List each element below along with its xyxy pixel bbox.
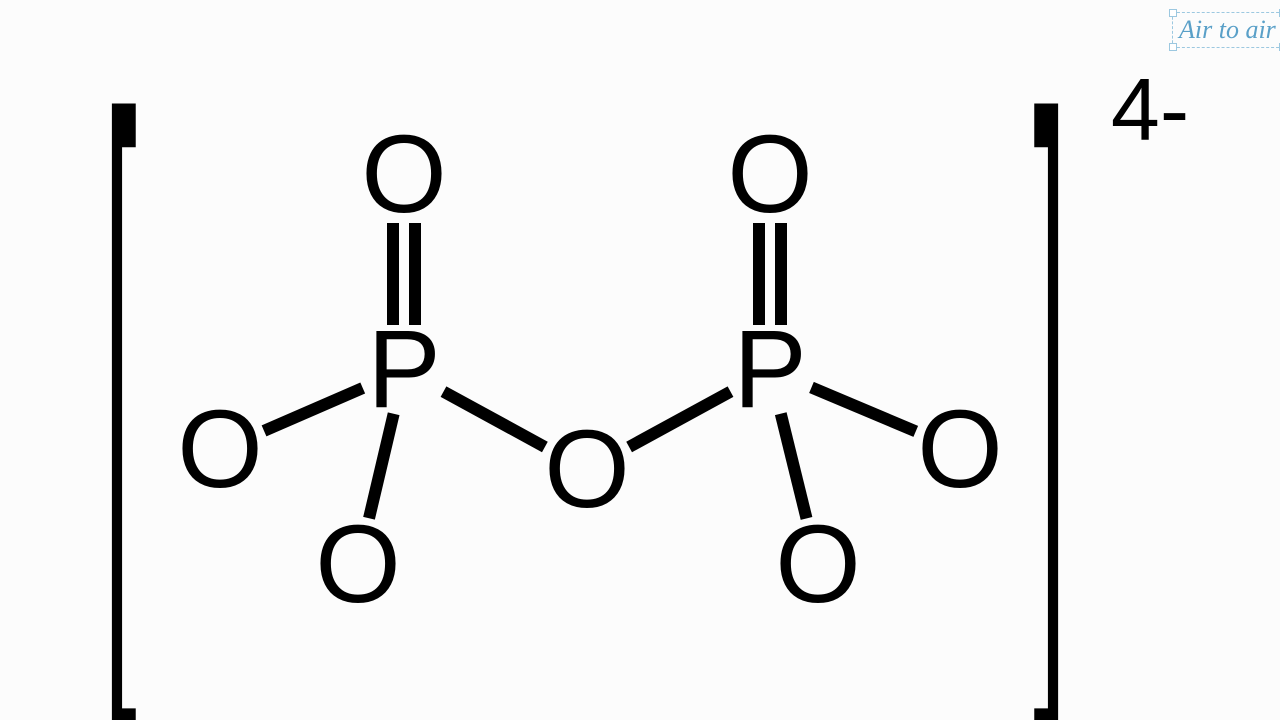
atom-p-left: P	[367, 315, 440, 425]
chemistry-diagram: O O P P O O O O O [ ] 4- Air to air	[0, 0, 1280, 720]
atom-o-left: O	[177, 395, 263, 505]
atom-o-bottom-left: O	[315, 510, 401, 620]
atom-o-bottom-right: O	[775, 510, 861, 620]
bonds-layer	[0, 0, 1280, 720]
bracket-right: ]	[1033, 22, 1066, 718]
atom-o-top-right: O	[727, 120, 813, 230]
atom-o-bridge: O	[544, 415, 630, 525]
watermark-handle-tl	[1169, 9, 1177, 17]
ion-charge: 4-	[1111, 66, 1189, 154]
bracket-left: [	[103, 22, 136, 718]
atom-p-right: P	[733, 315, 806, 425]
atom-o-top-left: O	[361, 120, 447, 230]
watermark-handle-bl	[1169, 43, 1177, 51]
watermark-badge: Air to air	[1172, 12, 1280, 48]
watermark-text: Air to air	[1179, 15, 1276, 44]
atom-o-right: O	[917, 395, 1003, 505]
